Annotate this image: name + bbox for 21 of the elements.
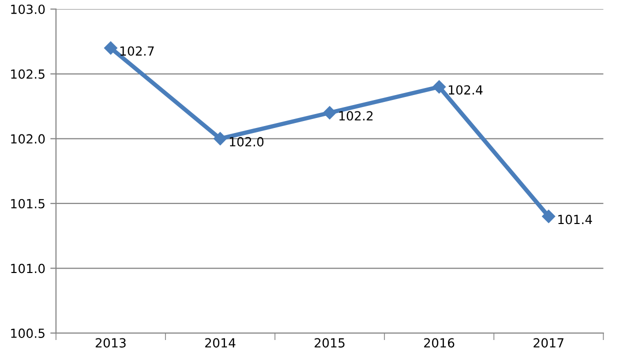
point	[104, 41, 118, 55]
y-tick-label: 100.5	[11, 328, 44, 338]
x-tick-label: 2013	[96, 338, 126, 348]
data-label: 102.7	[120, 46, 154, 56]
point	[542, 210, 556, 224]
y-tick-label: 101.5	[11, 198, 44, 208]
point	[432, 80, 446, 94]
y-tick-label: 101.0	[11, 264, 45, 274]
x-tick-label: 2017	[534, 338, 564, 348]
point	[323, 106, 336, 120]
x-tick-label: 2015	[314, 338, 344, 348]
x-tick-label: 2016	[424, 338, 454, 348]
x-tick-label: 2014	[205, 338, 236, 348]
data-label: 102.2	[339, 111, 373, 121]
data-label: 102.0	[230, 137, 264, 146]
data-label: 102.4	[448, 85, 483, 95]
data-label: 101.4	[558, 214, 592, 224]
y-tick-label: 102.5	[11, 69, 44, 79]
point	[214, 132, 227, 146]
y-tick-label: 102.0	[11, 134, 45, 144]
y-tick-label: 103.0	[11, 4, 45, 14]
